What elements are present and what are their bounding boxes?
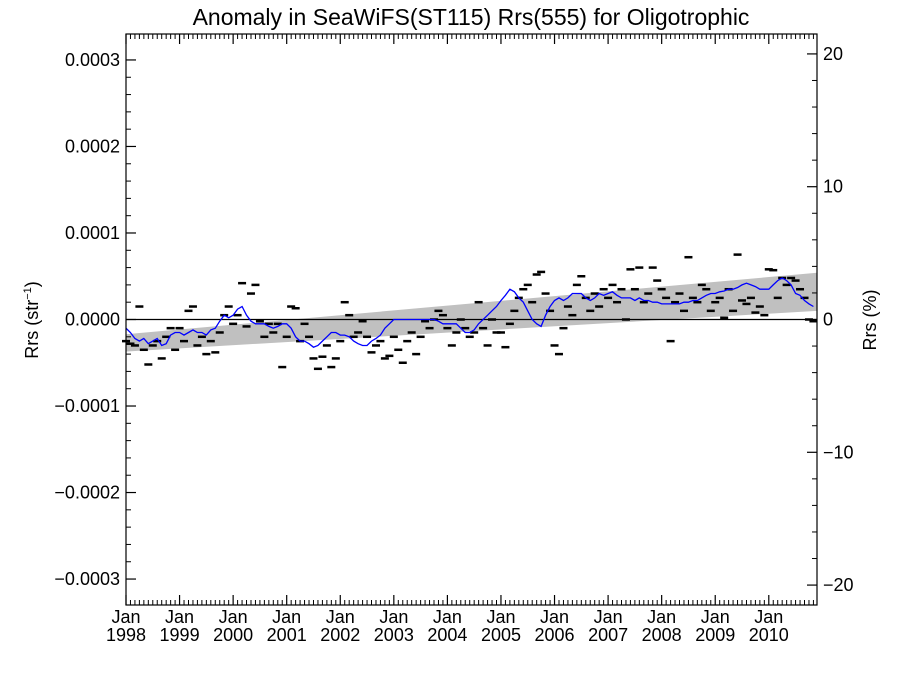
left-y-tick-label: 0.0003	[65, 50, 120, 70]
x-tick-month-label: Jan	[111, 607, 140, 627]
left-y-tick-label: 0.0002	[65, 136, 120, 156]
right-y-tick-label: 10	[823, 177, 843, 197]
x-tick-month-label: Jan	[219, 607, 248, 627]
left-y-tick-label: −0.0003	[54, 569, 120, 589]
left-y-tick-label: 0.0000	[65, 310, 120, 330]
left-y-tick-label: −0.0001	[54, 396, 120, 416]
left-y-axis: −0.0003 −0.0002 −0.0001 0.0000 0.0001 0.0002 0…	[54, 50, 136, 589]
x-tick-month-label: Jan	[594, 607, 623, 627]
trend-confidence-band	[126, 272, 817, 352]
left-axis-label: Rrs (str−1)	[22, 281, 42, 359]
chart-title: Anomaly in SeaWiFS(ST115) Rrs(555) for O…	[193, 4, 750, 30]
x-axis: Jan1998Jan1999Jan2000Jan2001Jan2002Jan20…	[106, 34, 814, 645]
right-y-tick-label: 20	[823, 44, 843, 64]
x-tick-month-label: Jan	[540, 607, 569, 627]
right-y-axis: −20 −10 0 10 20	[807, 44, 854, 595]
x-tick-year-label: 2004	[427, 625, 467, 645]
x-tick-year-label: 1998	[106, 625, 146, 645]
x-tick-month-label: Jan	[647, 607, 676, 627]
x-tick-month-label: Jan	[165, 607, 194, 627]
right-y-tick-label: −10	[823, 442, 854, 462]
x-tick-year-label: 2009	[695, 625, 735, 645]
plot-area	[122, 33, 818, 606]
x-tick-year-label: 2008	[642, 625, 682, 645]
x-tick-year-label: 2006	[535, 625, 575, 645]
x-tick-year-label: 2001	[267, 625, 307, 645]
x-tick-month-label: Jan	[433, 607, 462, 627]
left-y-tick-label: 0.0001	[65, 223, 120, 243]
x-tick-month-label: Jan	[326, 607, 355, 627]
x-tick-month-label: Jan	[754, 607, 783, 627]
x-tick-month-label: Jan	[379, 607, 408, 627]
x-tick-month-label: Jan	[701, 607, 730, 627]
x-tick-year-label: 2002	[320, 625, 360, 645]
right-axis-label: Rrs (%)	[860, 290, 880, 351]
x-tick-year-label: 2010	[749, 625, 789, 645]
right-y-tick-label: 0	[823, 310, 833, 330]
x-tick-year-label: 2003	[374, 625, 414, 645]
smoothed-anomaly-line	[125, 277, 814, 348]
x-tick-year-label: 2005	[481, 625, 521, 645]
x-tick-year-label: 1999	[160, 625, 200, 645]
x-tick-month-label: Jan	[486, 607, 515, 627]
x-tick-year-label: 2000	[213, 625, 253, 645]
x-tick-month-label: Jan	[272, 607, 301, 627]
x-tick-year-label: 2007	[588, 625, 628, 645]
left-y-tick-label: −0.0002	[54, 483, 120, 503]
right-y-tick-label: −20	[823, 575, 854, 595]
